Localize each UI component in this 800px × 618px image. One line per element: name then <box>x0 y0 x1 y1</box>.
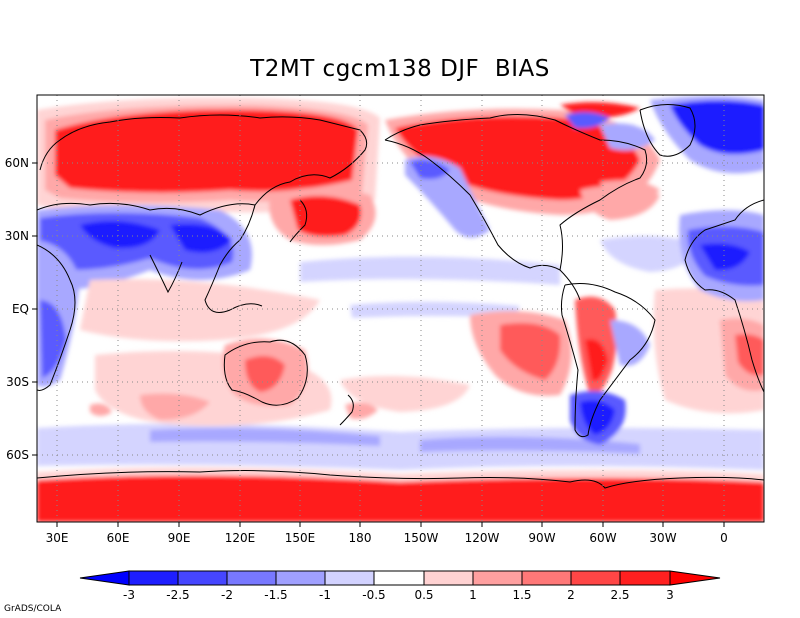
strong-red-region <box>55 109 358 193</box>
light-blue-region <box>420 436 640 454</box>
colorbar-under-triangle <box>79 570 130 586</box>
lat-label-eq: EQ <box>12 302 29 316</box>
colorbar-box <box>619 570 671 586</box>
pale-red-region <box>340 376 470 412</box>
red-region <box>735 334 764 376</box>
lon-label-0: 0 <box>720 531 728 545</box>
colorbar-box <box>128 570 179 586</box>
colorbar: -3 -2.5 -2 -1.5 -1 -0.5 0.5 1 1.5 2 2.5 … <box>79 570 721 602</box>
blue-region <box>565 112 610 129</box>
colorbar-box <box>521 570 572 586</box>
bias-field <box>37 95 764 522</box>
light-blue-region <box>600 123 655 151</box>
lon-label-180: 180 <box>349 531 372 545</box>
light-red-region <box>90 403 112 416</box>
colorbar-box <box>373 570 425 586</box>
colorbar-box <box>226 570 277 586</box>
lon-label-60w: 60W <box>589 531 616 545</box>
colorbar-over-triangle <box>669 570 721 586</box>
coastline-india <box>149 254 183 294</box>
lon-label-60e: 60E <box>107 531 130 545</box>
light-blue-region <box>610 320 650 366</box>
lat-label-60n: 60N <box>5 156 29 170</box>
colorbar-box <box>570 570 621 586</box>
coastline-new-zealand <box>339 394 354 426</box>
blue-region <box>410 159 450 179</box>
credit-label: GrADS/COLA <box>4 604 62 614</box>
strong-blue-region <box>580 400 615 435</box>
coastline-europe-africa-west <box>684 199 764 393</box>
lon-label-120e: 120E <box>225 531 256 545</box>
lat-label-30s: 30S <box>6 375 29 389</box>
lon-label-30e: 30E <box>46 531 69 545</box>
blue-region <box>40 300 66 378</box>
colorbar-label: -2.5 <box>166 588 189 602</box>
lat-labels: 60N 30N EQ 30S 60S <box>5 156 29 462</box>
lon-label-90w: 90W <box>528 531 555 545</box>
coastline-africa <box>37 244 76 391</box>
colorbar-label: 3 <box>666 588 674 602</box>
lon-label-30w: 30W <box>649 531 676 545</box>
coastline-east-asia <box>204 204 263 313</box>
colorbar-label: 1.5 <box>512 588 531 602</box>
lon-ticks <box>56 522 725 527</box>
colorbar-label: -2 <box>221 588 233 602</box>
colorbar-box <box>324 570 375 586</box>
grid-lines <box>37 95 764 522</box>
pale-blue-region <box>600 236 700 272</box>
lat-ticks <box>32 162 37 456</box>
pale-blue-region <box>300 256 560 285</box>
map-title: T2MT cgcm138 DJF BIAS <box>250 56 550 82</box>
coastlines <box>37 104 764 489</box>
strong-blue-region <box>80 221 160 249</box>
coastline-australia <box>223 339 308 406</box>
colorbar-box <box>423 570 474 586</box>
colorbar-label: 2.5 <box>610 588 629 602</box>
pale-red-region <box>80 279 320 342</box>
colorbar-label: 2 <box>567 588 575 602</box>
lon-label-90e: 90E <box>168 531 191 545</box>
coastline-eurasia <box>37 114 368 216</box>
strong-blue-region <box>170 224 232 253</box>
red-region <box>245 356 285 392</box>
lon-label-150w: 150W <box>404 531 439 545</box>
lon-label-120w: 120W <box>465 531 500 545</box>
colorbar-label: -0.5 <box>362 588 385 602</box>
colorbar-box <box>472 570 523 586</box>
lon-label-150e: 150E <box>285 531 316 545</box>
light-red-region <box>600 180 660 207</box>
light-red-region <box>140 393 210 420</box>
strong-blue-region <box>700 243 750 271</box>
strong-red-region <box>290 196 361 237</box>
colorbar-label: 1 <box>469 588 477 602</box>
coastline-greenland <box>639 104 696 157</box>
colorbar-label: -1 <box>319 588 331 602</box>
colorbar-label: 0.5 <box>414 588 433 602</box>
lat-label-60s: 60S <box>6 448 29 462</box>
coastline-japan <box>289 199 308 243</box>
lat-label-30n: 30N <box>5 229 29 243</box>
light-blue-region <box>150 428 380 446</box>
coastline-south-america <box>560 283 656 438</box>
colorbar-box <box>275 570 326 586</box>
colorbar-label: -3 <box>123 588 135 602</box>
coastline-antarctica <box>37 470 764 489</box>
colorbar-label: -1.5 <box>264 588 287 602</box>
strong-red-region <box>585 339 608 381</box>
strong-red-region <box>37 475 764 522</box>
red-region <box>500 322 561 380</box>
lon-labels: 30E 60E 90E 120E 150E 180 150W 120W 90W … <box>46 531 728 545</box>
coastline-north-america-east <box>384 113 648 271</box>
strong-blue-region <box>670 100 764 154</box>
colorbar-box <box>177 570 228 586</box>
